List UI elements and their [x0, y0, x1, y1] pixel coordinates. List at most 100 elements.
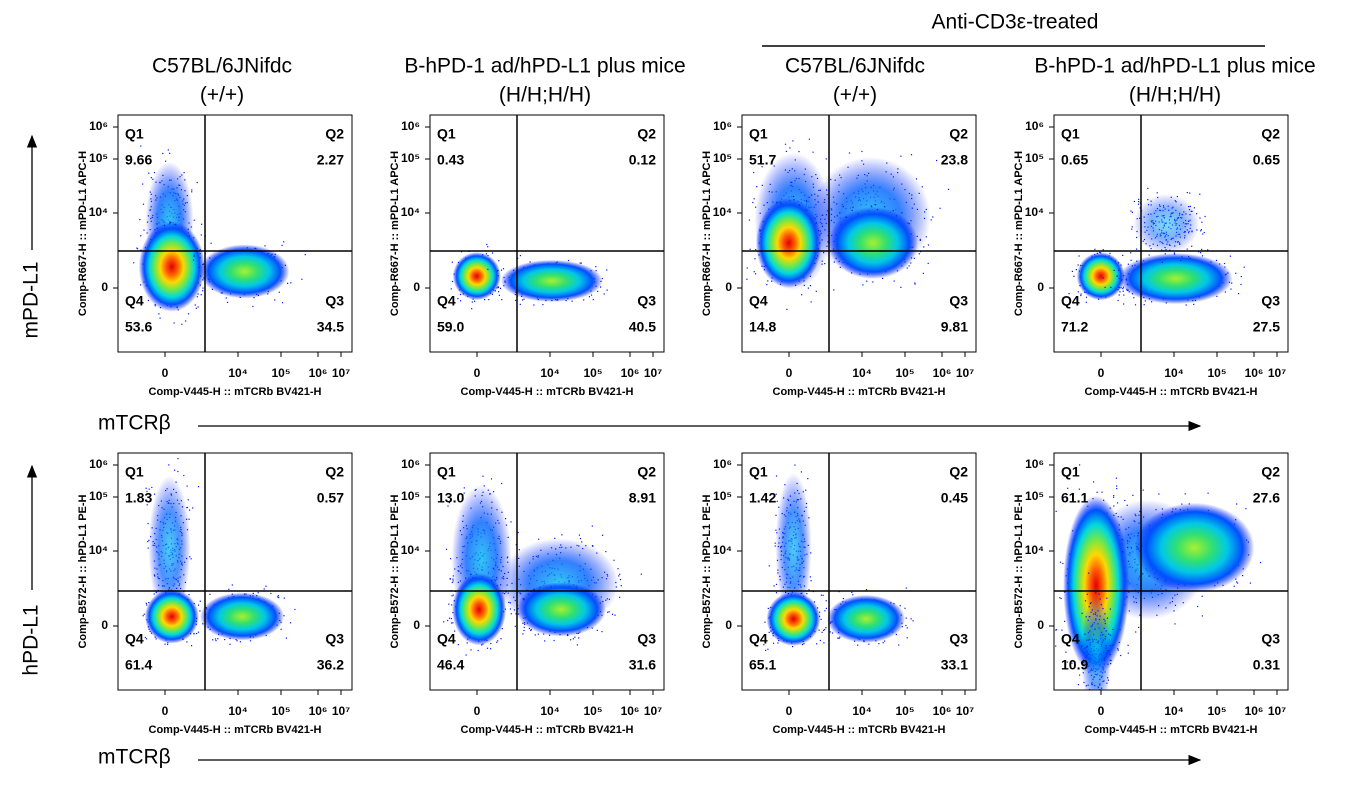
event-dot — [900, 155, 902, 157]
event-dot — [194, 304, 196, 306]
quadrant-name: Q3 — [325, 631, 344, 647]
y-tick-label: 10⁵ — [401, 489, 420, 503]
event-dot — [252, 592, 254, 594]
event-dot — [911, 197, 913, 200]
event-dot — [1199, 217, 1201, 219]
event-dot — [1113, 269, 1115, 271]
event-dot — [774, 542, 776, 544]
quadrant-value: 53.6 — [125, 319, 152, 335]
event-dot — [466, 642, 468, 644]
event-dot — [1143, 304, 1145, 306]
event-dot — [492, 567, 494, 569]
event-dot — [156, 223, 158, 225]
event-dot — [1119, 291, 1121, 293]
x-group-label: mTCRβ — [98, 746, 171, 769]
event-dot — [448, 617, 451, 619]
event-dot — [193, 219, 195, 221]
quadrant-value: 14.8 — [749, 319, 776, 335]
event-dot — [1134, 304, 1137, 306]
event-dot — [515, 613, 517, 615]
event-dot — [1123, 294, 1125, 296]
event-dot — [142, 183, 144, 185]
event-dot — [445, 548, 448, 550]
event-dot — [1102, 249, 1104, 251]
event-dot — [810, 194, 813, 196]
event-dot — [825, 158, 827, 160]
event-dot — [773, 642, 775, 644]
plot-frame — [117, 114, 353, 353]
event-dot — [140, 145, 142, 147]
event-dot — [460, 300, 462, 302]
event-dot — [826, 245, 828, 247]
plot-frame — [741, 114, 977, 353]
event-dot — [830, 219, 833, 221]
density-plot — [443, 475, 642, 656]
x-tick-label: 10⁶ — [309, 704, 328, 718]
event-dot — [597, 290, 599, 292]
quadrant-name: Q3 — [637, 631, 656, 647]
event-dot — [866, 280, 868, 282]
x-tick-label: 10⁴ — [228, 366, 247, 380]
event-dot — [450, 618, 452, 620]
density-plot — [133, 145, 306, 325]
event-dot — [287, 282, 289, 284]
event-dot — [578, 534, 580, 536]
quadrant-name: Q2 — [325, 126, 344, 142]
event-dot — [176, 587, 178, 589]
event-dot — [1216, 295, 1218, 297]
event-dot — [1130, 252, 1132, 254]
y-axis-label: Comp-B572-H :: hPD-L1 PE-H — [77, 494, 89, 648]
density-plot — [450, 243, 608, 310]
event-dot — [792, 140, 794, 142]
event-dot — [470, 649, 472, 651]
event-dot — [498, 569, 500, 571]
event-dot — [1185, 304, 1187, 306]
event-dot — [611, 613, 614, 615]
event-dot — [1224, 291, 1226, 293]
y-tick-label: 10⁴ — [1025, 205, 1044, 219]
event-dot — [755, 249, 757, 251]
event-dot — [190, 558, 192, 560]
event-dot — [236, 640, 238, 642]
quadrant-name: Q4 — [1061, 293, 1080, 309]
event-dot — [158, 584, 160, 586]
event-dot — [1130, 259, 1132, 261]
event-dot — [852, 206, 854, 208]
event-dot — [1199, 193, 1201, 195]
event-dot — [301, 278, 303, 280]
quadrant-name: Q2 — [949, 126, 968, 142]
event-dot — [538, 538, 540, 540]
event-dot — [809, 285, 811, 287]
event-dot — [1200, 229, 1202, 231]
event-dot — [263, 588, 265, 590]
event-dot — [523, 629, 525, 632]
event-dot — [914, 283, 916, 285]
event-dot — [451, 595, 453, 597]
event-dot — [158, 313, 160, 315]
event-dot — [1122, 254, 1124, 256]
event-dot — [1077, 291, 1079, 293]
event-dot — [619, 596, 621, 598]
plot-frame — [429, 452, 665, 691]
x-tick-label: 0 — [474, 366, 481, 380]
event-dot — [1201, 255, 1204, 257]
density-blob — [828, 206, 919, 279]
event-dot — [766, 284, 768, 286]
event-dot — [249, 640, 252, 642]
event-dot — [490, 648, 492, 650]
event-dot — [1191, 245, 1193, 247]
event-dot — [554, 537, 556, 539]
event-dot — [1147, 187, 1149, 189]
event-dot — [893, 280, 895, 282]
event-dot — [153, 172, 156, 174]
event-dot — [932, 216, 934, 218]
quadrant-value: 0.43 — [437, 152, 464, 168]
event-dot — [775, 475, 778, 477]
event-dot — [522, 633, 524, 635]
event-dot — [537, 633, 539, 635]
y-tick-label: 10⁴ — [89, 543, 108, 557]
event-dot — [521, 299, 524, 301]
event-dot — [1071, 270, 1073, 272]
event-dot — [1138, 198, 1140, 200]
